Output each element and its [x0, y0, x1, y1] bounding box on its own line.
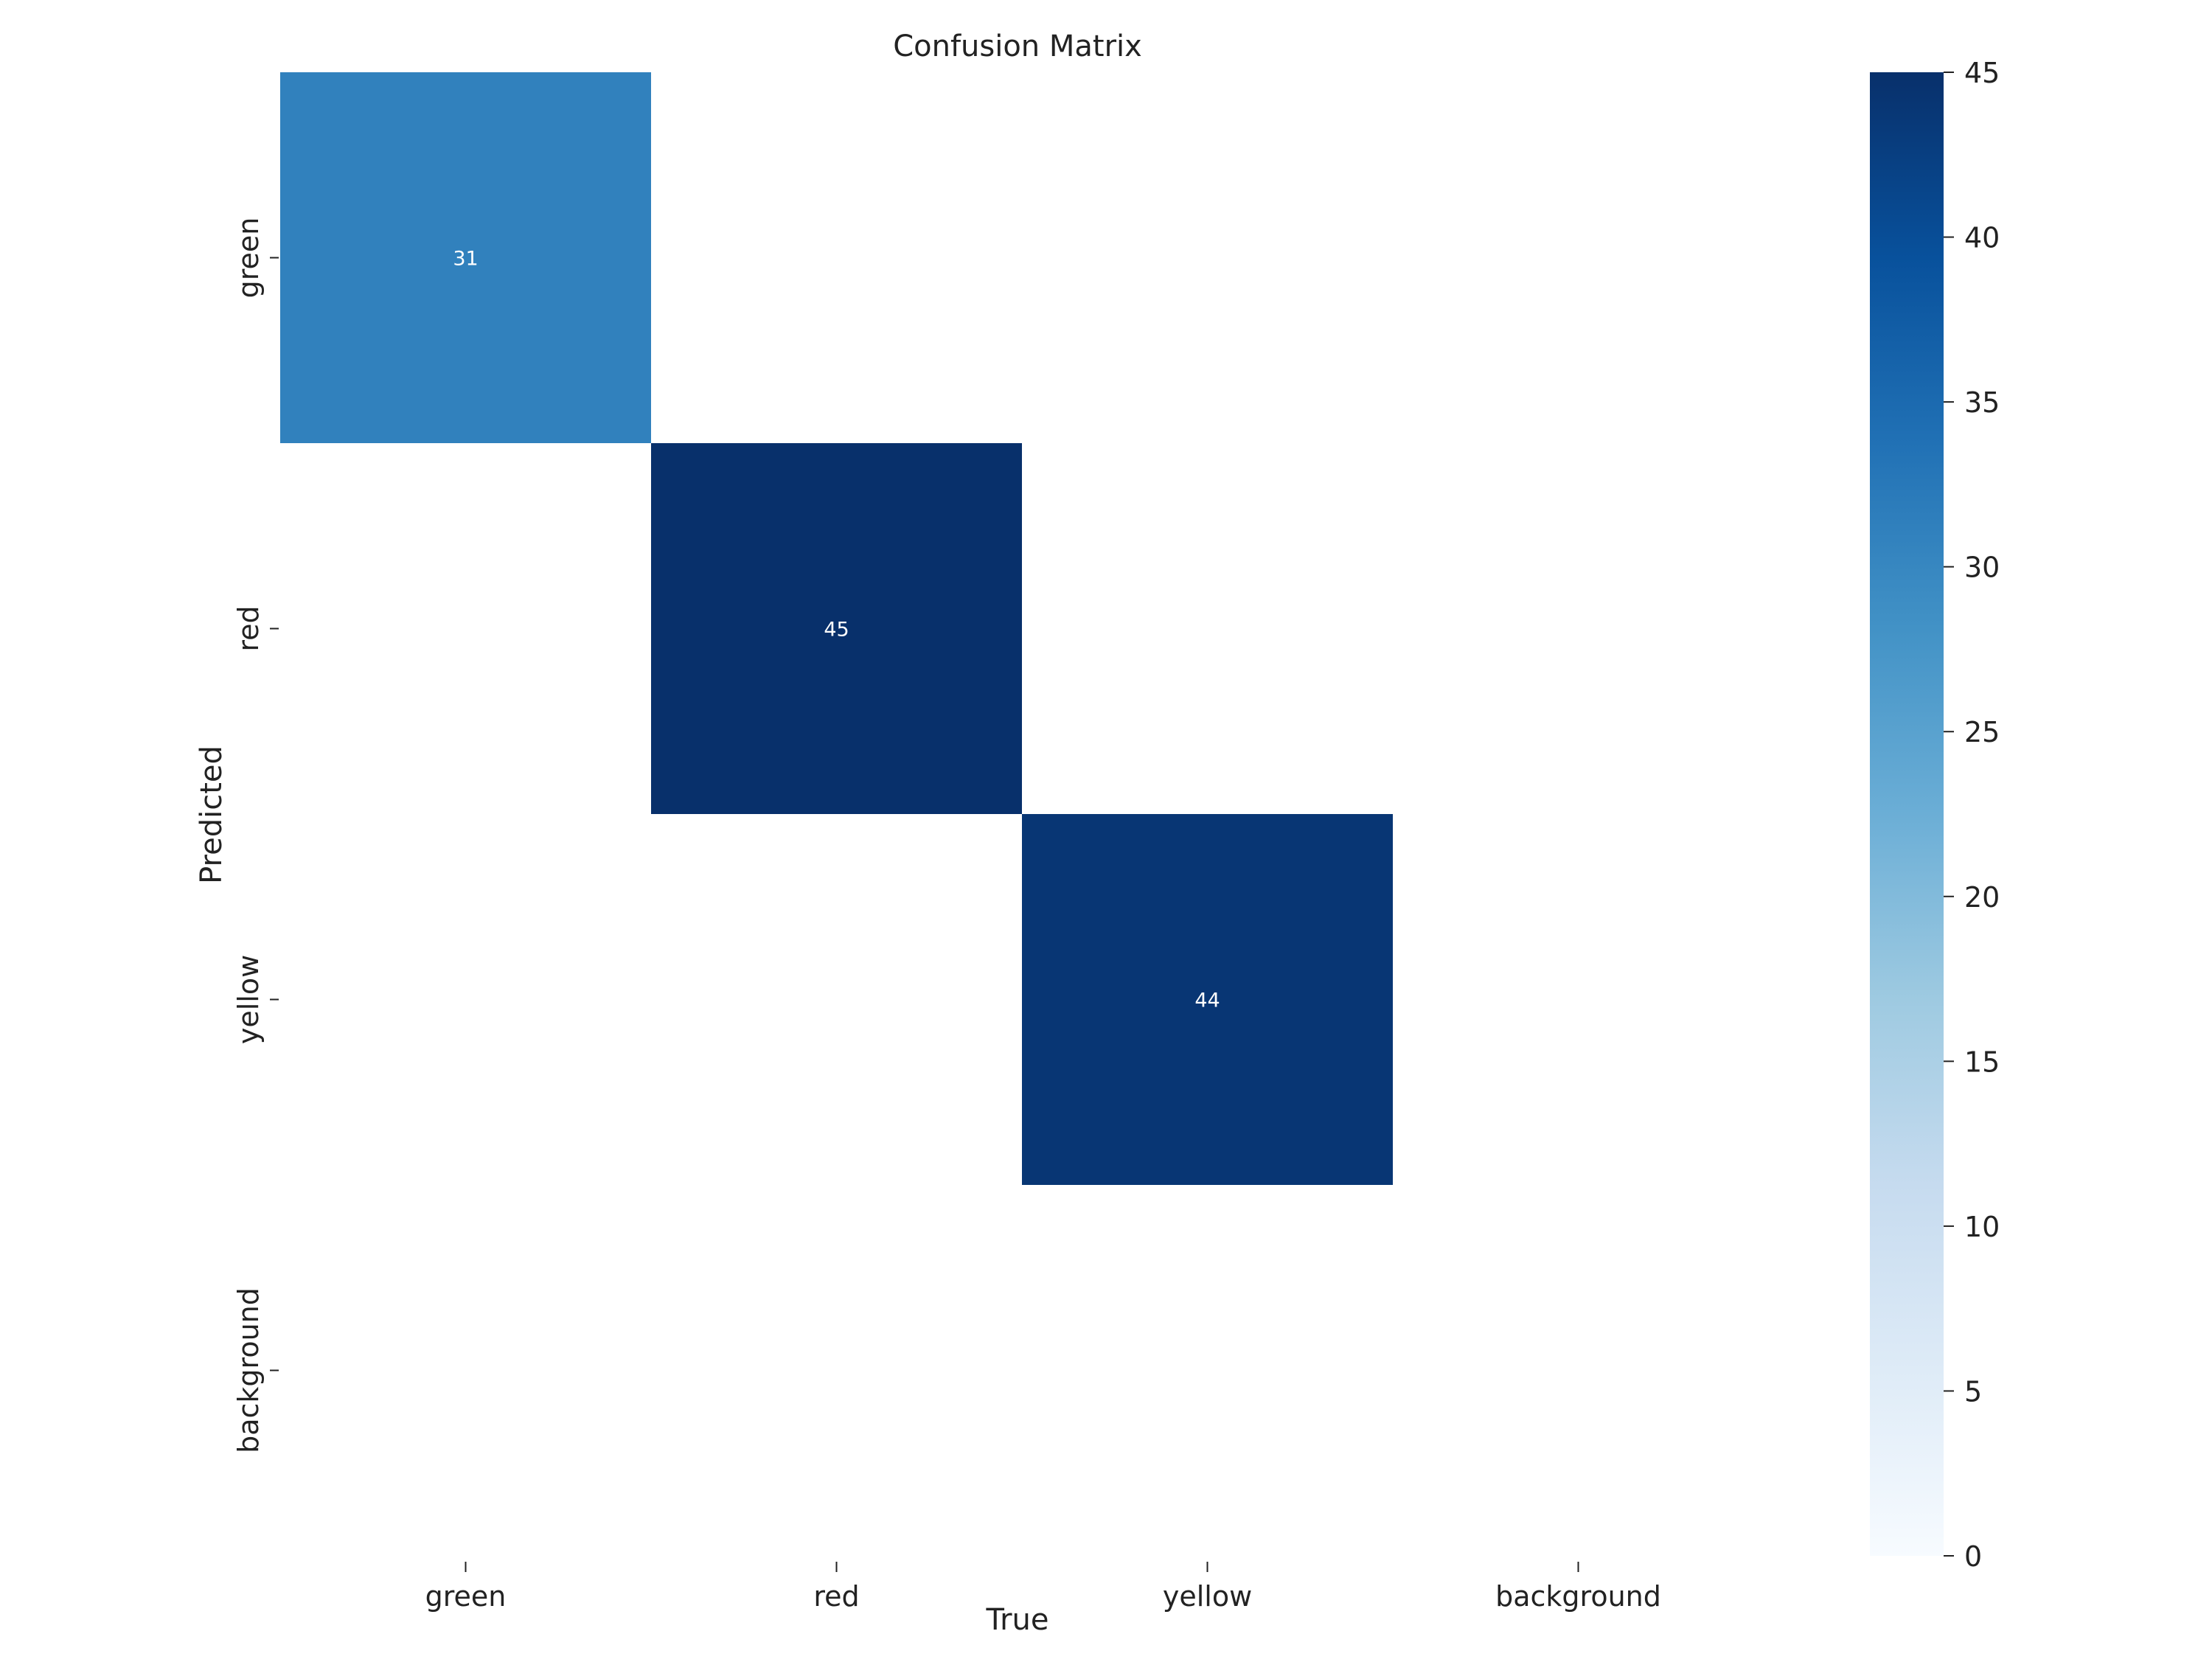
x-axis-label: True: [986, 1603, 1049, 1637]
x-axis-ticks: green red yellow background: [425, 1562, 1661, 1613]
colorbar-tick-label: 30: [1964, 552, 2000, 584]
y-tick-label: yellow: [232, 955, 265, 1044]
colorbar-tick-label: 25: [1964, 716, 2000, 748]
colorbar-tick-label: 20: [1964, 881, 2000, 914]
heatmap-cell-red-red: [651, 443, 1022, 814]
colorbar-ticks: 0 5 10 15 20 25 30 35 40 45: [1944, 57, 2000, 1573]
y-tick-label: background: [232, 1287, 265, 1453]
colorbar-tick-label: 15: [1964, 1046, 2000, 1078]
y-axis-ticks: green red yellow background: [232, 218, 279, 1453]
y-axis-label: Predicted: [195, 745, 229, 884]
chart-title: Confusion Matrix: [893, 29, 1142, 63]
y-tick-label: red: [232, 605, 265, 651]
x-tick-label: yellow: [1163, 1580, 1252, 1613]
x-tick-label: background: [1495, 1580, 1661, 1613]
colorbar-tick-label: 45: [1964, 57, 2000, 89]
colorbar-tick-label: 40: [1964, 222, 2000, 254]
heatmap-cell-green-green: [280, 72, 651, 443]
x-tick-label: red: [813, 1580, 859, 1613]
heatmap-cell-labels: 31 45 44: [453, 248, 1220, 1012]
cell-value-label: 44: [1194, 990, 1220, 1012]
colorbar-tick-label: 35: [1964, 386, 2000, 419]
x-tick-label: green: [425, 1580, 507, 1613]
heatmap-cells: [280, 72, 1393, 1185]
heatmap-cell-yellow-yellow: [1022, 814, 1393, 1185]
colorbar: [1870, 72, 1944, 1556]
cell-value-label: 31: [453, 248, 478, 271]
colorbar-tick-label: 10: [1964, 1211, 2000, 1243]
colorbar-tick-label: 5: [1964, 1375, 1982, 1408]
cell-value-label: 45: [824, 619, 849, 641]
y-tick-label: green: [232, 218, 265, 299]
colorbar-tick-label: 0: [1964, 1540, 1982, 1573]
